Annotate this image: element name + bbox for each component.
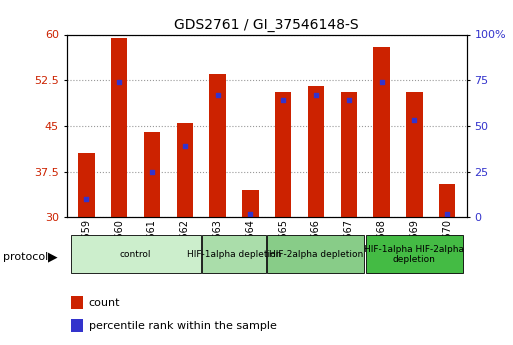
- Bar: [242, 190, 259, 217]
- Title: GDS2761 / GI_37546148-S: GDS2761 / GI_37546148-S: [174, 18, 359, 32]
- Point: [345, 98, 353, 103]
- Bar: [71, 319, 84, 332]
- Bar: [267, 235, 365, 274]
- Point: [443, 211, 451, 216]
- Bar: [78, 153, 94, 217]
- Bar: [71, 235, 201, 274]
- Point: [378, 79, 386, 85]
- Text: count: count: [89, 298, 120, 308]
- Point: [213, 92, 222, 98]
- Bar: [308, 86, 324, 217]
- Bar: [275, 92, 291, 217]
- Bar: [341, 92, 357, 217]
- Text: ▶: ▶: [48, 250, 57, 264]
- Bar: [202, 235, 266, 274]
- Text: HIF-1alpha depletion: HIF-1alpha depletion: [187, 250, 281, 259]
- Bar: [406, 92, 423, 217]
- Bar: [144, 132, 160, 217]
- Point: [82, 196, 90, 202]
- Bar: [439, 184, 456, 217]
- Point: [246, 211, 254, 216]
- Point: [148, 169, 156, 174]
- Bar: [176, 123, 193, 217]
- Bar: [366, 235, 463, 274]
- Text: HIF-1alpha HIF-2alpha
depletion: HIF-1alpha HIF-2alpha depletion: [364, 245, 464, 264]
- Point: [279, 98, 287, 103]
- Point: [312, 92, 320, 98]
- Text: control: control: [120, 250, 151, 259]
- Point: [410, 118, 419, 123]
- Text: HIF-2alpha depletion: HIF-2alpha depletion: [269, 250, 363, 259]
- Bar: [373, 47, 390, 217]
- Bar: [209, 74, 226, 217]
- Text: percentile rank within the sample: percentile rank within the sample: [89, 321, 277, 331]
- Point: [115, 79, 123, 85]
- Point: [181, 143, 189, 149]
- Bar: [111, 38, 127, 217]
- Text: protocol: protocol: [3, 252, 48, 262]
- Bar: [71, 296, 84, 309]
